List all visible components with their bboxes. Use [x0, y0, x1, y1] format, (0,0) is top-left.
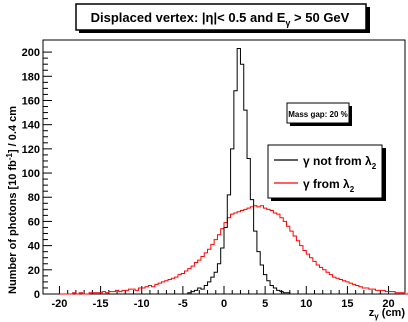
x-tick-label: 0 [221, 298, 227, 310]
x-tick-label: 10 [300, 298, 312, 310]
y-tick-label: 80 [28, 192, 40, 204]
title-box: Displaced vertex: |η|< 0.5 and Eγ > 50 G… [75, 3, 370, 33]
x-tick-label: -15 [93, 298, 109, 310]
series-layer [59, 47, 408, 295]
chart-title: Displaced vertex: |η|< 0.5 and Eγ > 50 G… [91, 10, 350, 28]
mass-gap-annotation: Mass gap: 20 % [288, 110, 348, 119]
x-tick-label: -10 [134, 298, 150, 310]
y-tick-label: 100 [22, 168, 40, 180]
y-tick-label: 20 [28, 265, 40, 277]
y-axis-label: Number of photons [10 fb-1] / 0.4 cm [5, 106, 19, 294]
x-tick-label: 5 [262, 298, 268, 310]
x-axis-label: zγ (cm) [369, 307, 406, 321]
y-tick-label: 120 [22, 144, 40, 156]
x-tick-label: -5 [178, 298, 188, 310]
legend-label-from: γ from λ2 [303, 177, 355, 194]
y-tick-label: 0 [34, 289, 40, 301]
series-gamma-not-from-lambda2 [187, 47, 291, 294]
x-tick-label: -20 [52, 298, 68, 310]
y-tick-label: 60 [28, 216, 40, 228]
y-tick-label: 40 [28, 241, 40, 253]
legend-label-not-from: γ not from λ2 [303, 154, 377, 171]
series-gamma-from-lambda2 [59, 205, 408, 295]
y-tick-label: 180 [22, 71, 40, 83]
annotation-box: Mass gap: 20 % [286, 102, 352, 126]
legend: γ not from λ2 γ from λ2 [267, 144, 386, 201]
y-tick-label: 200 [22, 47, 40, 59]
x-tick-label: 20 [382, 298, 394, 310]
y-tick-label: 140 [22, 120, 40, 132]
y-tick-label: 160 [22, 95, 40, 107]
y-axis: 0 20 40 60 80 100 120 140 160 180 200 [22, 47, 52, 301]
x-tick-label: 15 [341, 298, 353, 310]
x-axis: -20 -15 -10 -5 0 5 10 15 20 [52, 286, 395, 310]
